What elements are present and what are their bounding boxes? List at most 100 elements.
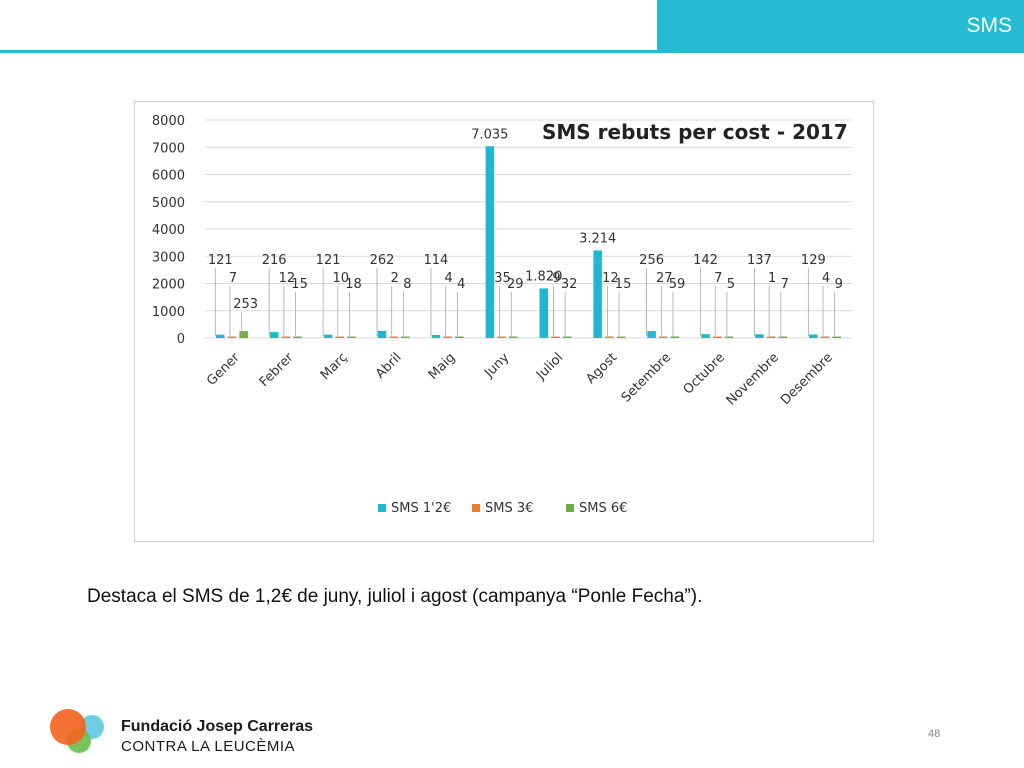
data-label: 3.214: [579, 231, 616, 246]
bar-2: [281, 336, 291, 338]
data-label: 12: [602, 271, 619, 286]
bar-1: [377, 330, 387, 338]
y-tick-label: 1000: [152, 305, 185, 320]
x-tick-label: Gener: [204, 350, 243, 389]
y-tick-label: 0: [177, 332, 185, 347]
data-label: 9: [552, 271, 560, 286]
bar-2: [335, 336, 345, 338]
data-label: 7: [229, 271, 237, 286]
bar-3: [239, 331, 248, 338]
header-banner: SMS: [657, 0, 1024, 53]
x-tick-label: Octubre: [681, 350, 728, 397]
y-tick-label: 7000: [152, 141, 185, 156]
y-tick-label: 2000: [152, 278, 185, 293]
data-label: 29: [507, 277, 524, 292]
y-tick-label: 4000: [152, 223, 185, 238]
legend-label: SMS 1'2€: [391, 501, 451, 516]
data-label: 7: [781, 277, 789, 292]
x-tick-label: Juny: [481, 350, 512, 381]
data-label: 10: [333, 271, 350, 286]
bar-2: [659, 336, 668, 338]
bar-2: [551, 336, 560, 338]
data-label: 253: [233, 297, 258, 312]
bar-3: [670, 336, 680, 338]
data-label: 7.035: [471, 127, 508, 142]
y-axis: 0 1000 2000 3000 4000 5000 6000 7000 8000: [152, 114, 185, 347]
bar-1: [701, 334, 710, 338]
data-label: 27: [656, 271, 673, 286]
x-tick-label: Maig: [426, 350, 459, 383]
data-label: 129: [801, 253, 826, 268]
data-label: 5: [727, 277, 735, 292]
bar-1: [269, 332, 279, 338]
bar-2: [766, 336, 776, 338]
data-label: 4: [822, 271, 830, 286]
data-label: 121: [316, 253, 341, 268]
header-rule: [0, 50, 660, 53]
foundation-logo-icon: [50, 709, 104, 753]
data-label: 9: [835, 277, 843, 292]
organization-name: Fundació Josep Carreras: [121, 718, 314, 735]
bar-1: [539, 288, 549, 338]
x-tick-label: Juliol: [533, 350, 566, 383]
bar-1: [647, 331, 656, 338]
bar-3: [401, 336, 410, 338]
data-label: 256: [639, 253, 664, 268]
bar-3: [832, 336, 841, 338]
chart-legend: SMS 1'2€ SMS 3€ SMS 6€: [378, 501, 627, 516]
x-tick-label: Novembre: [724, 350, 782, 408]
data-label: 32: [561, 277, 578, 292]
data-label: 59: [669, 277, 686, 292]
data-label: 121: [208, 253, 233, 268]
bar-2: [389, 336, 398, 338]
bar-1: [216, 334, 225, 338]
data-label: 15: [291, 277, 308, 292]
y-tick-label: 3000: [152, 250, 185, 265]
data-label: 2: [391, 271, 399, 286]
bar-3: [347, 336, 356, 338]
legend-swatch: [566, 504, 574, 512]
data-label: 7: [714, 271, 722, 286]
bar-2: [497, 336, 506, 338]
data-label: 4: [444, 271, 452, 286]
x-tick-label: Abril: [373, 350, 405, 382]
bar-3: [293, 336, 302, 338]
bar-1: [431, 334, 441, 338]
section-title: SMS: [966, 14, 1012, 37]
x-tick-label: Agost: [583, 350, 620, 387]
bar-2: [605, 336, 614, 338]
data-label: 4: [457, 277, 465, 292]
organization-subtitle: CONTRA LA LEUCÈMIA: [121, 738, 296, 755]
chart-bars: [216, 146, 841, 338]
bar-3: [778, 336, 788, 338]
data-label: 18: [345, 277, 362, 292]
data-label: 8: [403, 277, 411, 292]
legend-label: SMS 6€: [579, 501, 627, 516]
legend-swatch: [378, 504, 386, 512]
bar-1: [323, 334, 333, 338]
data-label: 216: [262, 253, 287, 268]
slide-caption: Destaca el SMS de 1,2€ de juny, juliol i…: [87, 586, 703, 607]
data-label: 15: [615, 277, 632, 292]
x-tick-label: Desembre: [778, 350, 836, 408]
bar-3: [508, 336, 518, 338]
chart-gridlines: [205, 119, 852, 339]
bar-1: [755, 334, 764, 338]
legend-swatch: [472, 504, 480, 512]
page-number: 48: [928, 728, 941, 740]
bar-3: [562, 336, 572, 338]
chart-frame: SMS rebuts per cost - 2017 0 1000 2000 3000…: [134, 101, 874, 542]
data-label: 262: [370, 253, 395, 268]
data-label: 35: [494, 271, 511, 286]
x-tick-label: Setembre: [619, 350, 674, 405]
data-label: 114: [424, 253, 449, 268]
bar-2: [712, 336, 722, 338]
data-label: 142: [693, 253, 718, 268]
bar-chart: SMS rebuts per cost - 2017 0 1000 2000 3000…: [152, 114, 852, 516]
legend-label: SMS 3€: [485, 501, 533, 516]
bar-3: [724, 336, 734, 338]
x-tick-label: Febrer: [257, 350, 297, 390]
y-tick-label: 6000: [152, 169, 185, 184]
x-axis: Gener Febrer Març Abril Maig Juny Juliol AgostS…: [204, 350, 836, 409]
bar-2: [227, 336, 237, 338]
